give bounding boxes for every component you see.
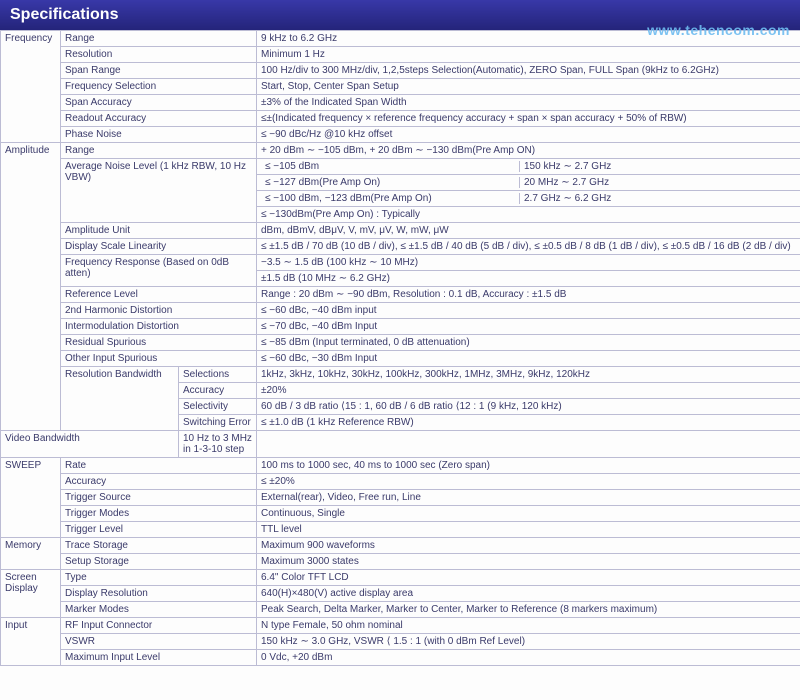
row-k: Trigger Source (61, 490, 257, 506)
row-v: 60 dB / 3 dB ratio ⟨15 : 1, 60 dB / 6 dB… (257, 399, 800, 415)
row-k: Trigger Modes (61, 506, 257, 522)
row-v: ≤ −85 dBm (Input terminated, 0 dB attenu… (257, 335, 800, 351)
row-k: 2nd Harmonic Distortion (61, 303, 257, 319)
row-k: Setup Storage (61, 554, 257, 570)
row-v: 1kHz, 3kHz, 10kHz, 30kHz, 100kHz, 300kHz… (257, 367, 800, 383)
row-v: ±3% of the Indicated Span Width (257, 95, 800, 111)
row-k: Frequency Selection (61, 79, 257, 95)
row-v: Maximum 3000 states (257, 554, 800, 570)
cat-input: Input (1, 618, 61, 666)
row-k: Range (61, 143, 257, 159)
row-v: N type Female, 50 ohm nominal (257, 618, 800, 634)
row-v: 640(H)×480(V) active display area (257, 586, 800, 602)
row-v: + 20 dBm ∼ −105 dBm, + 20 dBm ∼ −130 dBm… (257, 143, 800, 159)
row-v: 6.4" Color TFT LCD (257, 570, 800, 586)
row-k: Range (61, 31, 257, 47)
row-k: Reference Level (61, 287, 257, 303)
row-k: VSWR (61, 634, 257, 650)
row-k: Span Range (61, 63, 257, 79)
sub-k: Accuracy (179, 383, 257, 399)
row-v: Range : 20 dBm ∼ −90 dBm, Resolution : 0… (257, 287, 800, 303)
row-k: Display Scale Linearity (61, 239, 257, 255)
row-v: TTL level (257, 522, 800, 538)
row-k: Other Input Spurious (61, 351, 257, 367)
cat-frequency: Frequency (1, 31, 61, 143)
row-v: Maximum 900 waveforms (257, 538, 800, 554)
row-k: Trace Storage (61, 538, 257, 554)
row-k: Rate (61, 458, 257, 474)
row-v: Minimum 1 Hz (257, 47, 800, 63)
row-k: Phase Noise (61, 127, 257, 143)
spec-table: Frequency Range 9 kHz to 6.2 GHz Resolut… (0, 30, 800, 666)
row-k: Type (61, 570, 257, 586)
row-k: Maximum Input Level (61, 650, 257, 666)
row-v: ≤ −90 dBc/Hz @10 kHz offset (257, 127, 800, 143)
row-v: 0 Vdc, +20 dBm (257, 650, 800, 666)
cat-screen: Screen Display (1, 570, 61, 618)
row-v: ≤ ±1.0 dB (1 kHz Reference RBW) (257, 415, 800, 431)
row-v: ≤ −60 dBc, −40 dBm input (257, 303, 800, 319)
row-v: ≤ ±1.5 dB / 70 dB (10 dB / div), ≤ ±1.5 … (257, 239, 800, 255)
cat-memory: Memory (1, 538, 61, 570)
row-v: ±1.5 dB (10 MHz ∼ 6.2 GHz) (257, 271, 800, 287)
title-bar: Specifications (0, 0, 800, 30)
row-v: ≤ −127 dBm(Pre Amp On)20 MHz ∼ 2.7 GHz (257, 175, 800, 191)
row-k: Readout Accuracy (61, 111, 257, 127)
sub-k: Selections (179, 367, 257, 383)
row-k: Display Resolution (61, 586, 257, 602)
sub-k: Selectivity (179, 399, 257, 415)
row-v: ≤ −100 dBm, −123 dBm(Pre Amp On)2.7 GHz … (257, 191, 800, 207)
row-k: Video Bandwidth (1, 431, 179, 458)
row-v: dBm, dBmV, dBμV, V, mV, μV, W, mW, μW (257, 223, 800, 239)
sub-k: Switching Error (179, 415, 257, 431)
cat-amplitude: Amplitude (1, 143, 61, 431)
row-v: ≤ −60 dBc, −30 dBm Input (257, 351, 800, 367)
row-k: Accuracy (61, 474, 257, 490)
row-k: Frequency Response (Based on 0dB atten) (61, 255, 257, 287)
row-k: Intermodulation Distortion (61, 319, 257, 335)
row-v: Peak Search, Delta Marker, Marker to Cen… (257, 602, 800, 618)
row-v: ≤ −130dBm(Pre Amp On) : Typically (257, 207, 800, 223)
row-k: Marker Modes (61, 602, 257, 618)
row-v: 150 kHz ∼ 3.0 GHz, VSWR ⟨ 1.5 : 1 (with … (257, 634, 800, 650)
row-k: Average Noise Level (1 kHz RBW, 10 Hz VB… (61, 159, 257, 223)
row-k: Residual Spurious (61, 335, 257, 351)
row-v: 100 ms to 1000 sec, 40 ms to 1000 sec (Z… (257, 458, 800, 474)
row-v: External(rear), Video, Free run, Line (257, 490, 800, 506)
row-v: ≤ −70 dBc, −40 dBm Input (257, 319, 800, 335)
row-k: Trigger Level (61, 522, 257, 538)
row-v: 10 Hz to 3 MHz in 1-3-10 step (179, 431, 257, 458)
row-v: 100 Hz/div to 300 MHz/div, 1,2,5steps Se… (257, 63, 800, 79)
row-k: Resolution Bandwidth (61, 367, 179, 431)
row-v: ±20% (257, 383, 800, 399)
row-v: 9 kHz to 6.2 GHz (257, 31, 800, 47)
row-v: ≤±(Indicated frequency × reference frequ… (257, 111, 800, 127)
row-v: ≤ −105 dBm150 kHz ∼ 2.7 GHz (257, 159, 800, 175)
cat-sweep: SWEEP (1, 458, 61, 538)
row-v: Continuous, Single (257, 506, 800, 522)
row-v: Start, Stop, Center Span Setup (257, 79, 800, 95)
row-v: ≤ ±20% (257, 474, 800, 490)
row-v: −3.5 ∼ 1.5 dB (100 kHz ∼ 10 MHz) (257, 255, 800, 271)
row-k: Amplitude Unit (61, 223, 257, 239)
row-k: Span Accuracy (61, 95, 257, 111)
row-k: Resolution (61, 47, 257, 63)
row-k: RF Input Connector (61, 618, 257, 634)
